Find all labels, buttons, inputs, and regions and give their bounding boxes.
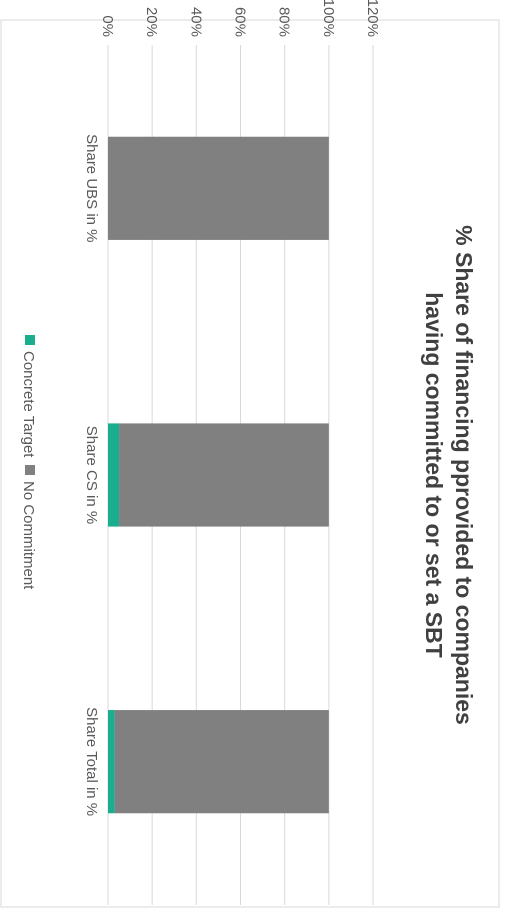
bar-segment bbox=[107, 423, 120, 527]
y-tick-label: 120% bbox=[364, 0, 381, 37]
chart-title-line: having committed to or set a SBT bbox=[421, 292, 447, 658]
legend-label: No Commitment bbox=[20, 481, 37, 590]
x-tick-label: Share CS in % bbox=[83, 426, 100, 524]
legend-label: Concrete Target bbox=[20, 351, 37, 458]
legend-swatch bbox=[25, 335, 35, 345]
y-tick-labels: 0% 20% 40% 60% 80% 100% 120% bbox=[99, 0, 381, 37]
y-tick-label: 0% bbox=[99, 15, 116, 37]
x-tick-label: Share UBS in % bbox=[83, 134, 100, 242]
x-tick-labels: Share UBS in % Share CS in % Share Total i… bbox=[83, 134, 100, 816]
chart-title-line: % Share of financing pprovided to compan… bbox=[451, 225, 477, 725]
chart-title: % Share of financing pprovided to compan… bbox=[421, 225, 477, 725]
y-tick-label: 60% bbox=[232, 7, 249, 37]
bars bbox=[107, 136, 329, 814]
bar-segment bbox=[108, 136, 329, 240]
y-tick-label: 20% bbox=[143, 7, 160, 37]
y-tick-label: 40% bbox=[187, 7, 204, 37]
y-tick-label: 100% bbox=[320, 0, 337, 37]
legend: Concrete Target No Commitment bbox=[20, 335, 37, 590]
x-tick-label: Share Total in % bbox=[83, 707, 100, 816]
chart-rotated-group: 0% 20% 40% 60% 80% 100% 120% Share UBS in %Sha… bbox=[20, 0, 477, 905]
y-tick-label: 80% bbox=[276, 7, 293, 37]
bar-segment bbox=[114, 710, 329, 814]
bar-segment bbox=[108, 710, 115, 814]
legend-swatch bbox=[25, 465, 35, 475]
bar-segment bbox=[119, 423, 329, 527]
